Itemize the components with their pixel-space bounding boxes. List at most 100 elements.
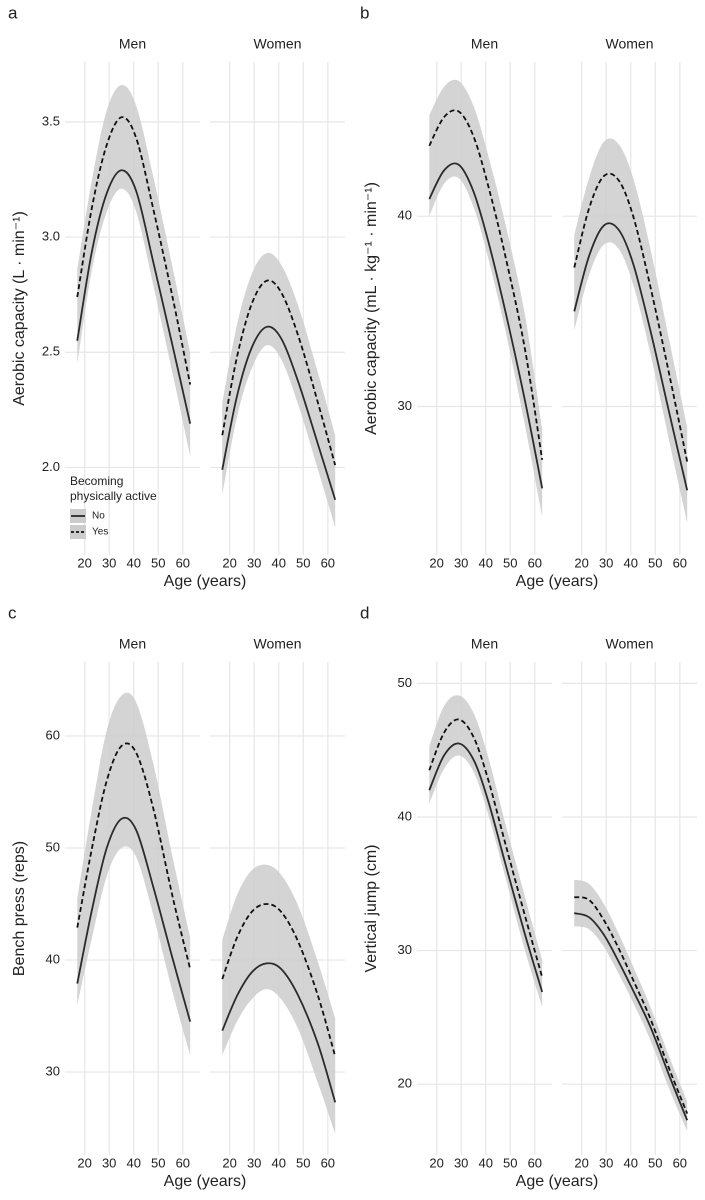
x-tick-label: 40 — [478, 1155, 492, 1170]
x-tick-label: 50 — [503, 555, 517, 570]
series-line — [428, 109, 544, 460]
y-tick-label: 3.0 — [42, 229, 60, 244]
x-tick-label: 40 — [478, 555, 492, 570]
x-tick-label: 50 — [151, 555, 165, 570]
x-tick-label: 20 — [77, 555, 91, 570]
panel-label: c — [8, 603, 17, 622]
x-tick-label: 60 — [321, 1155, 335, 1170]
x-axis-label: Age (years) — [164, 573, 247, 590]
series-line — [428, 162, 544, 489]
facet-title: Women — [606, 36, 654, 52]
y-axis-label: Aerobic capacity (mL · kg⁻¹ · min⁻¹) — [363, 182, 380, 435]
y-tick-label: 40 — [398, 808, 412, 823]
y-tick-label: 2.0 — [42, 459, 60, 474]
x-tick-label: 30 — [454, 555, 468, 570]
series-line — [428, 742, 544, 993]
series-line — [221, 279, 337, 466]
x-tick-label: 20 — [429, 1155, 443, 1170]
x-tick-label: 30 — [102, 1155, 116, 1170]
y-tick-label: 40 — [46, 951, 60, 966]
y-axis-label: Vertical jump (cm) — [363, 844, 380, 972]
series-line — [221, 962, 337, 1103]
x-tick-label: 40 — [623, 555, 637, 570]
series-line — [76, 742, 192, 970]
x-axis-label: Age (years) — [516, 1173, 599, 1190]
confidence-band — [429, 695, 543, 1007]
x-tick-label: 50 — [503, 1155, 517, 1170]
legend-title: physically active — [70, 489, 157, 503]
y-tick-label: 50 — [46, 839, 60, 854]
x-tick-label: 40 — [126, 1155, 140, 1170]
series-line — [76, 169, 192, 424]
x-tick-label: 50 — [648, 1155, 662, 1170]
y-tick-label: 30 — [398, 398, 412, 413]
x-tick-label: 60 — [528, 1155, 542, 1170]
x-tick-label: 60 — [673, 555, 687, 570]
facet-title: Women — [254, 636, 302, 652]
confidence-band — [222, 864, 336, 1134]
facet-title: Women — [606, 636, 654, 652]
y-tick-label: 30 — [46, 1064, 60, 1079]
y-tick-label: 3.5 — [42, 113, 60, 128]
x-tick-label: 40 — [623, 1155, 637, 1170]
x-tick-label: 60 — [176, 1155, 190, 1170]
series-line — [574, 896, 689, 1114]
confidence-band — [574, 138, 688, 523]
x-tick-label: 40 — [271, 555, 285, 570]
facet-title: Women — [254, 36, 302, 52]
confidence-band — [222, 252, 336, 528]
y-axis-label: Bench press (reps) — [11, 841, 28, 976]
y-tick-label: 20 — [398, 1076, 412, 1091]
x-tick-label: 30 — [599, 555, 613, 570]
y-axis-label: Aerobic capacity (L · min⁻¹) — [11, 211, 28, 406]
legend-label: No — [92, 511, 105, 522]
legend-title: Becoming — [70, 474, 123, 488]
x-tick-label: 30 — [454, 1155, 468, 1170]
x-tick-label: 60 — [321, 555, 335, 570]
x-tick-label: 20 — [574, 1155, 588, 1170]
x-tick-label: 30 — [247, 1155, 261, 1170]
series-line — [76, 816, 192, 1022]
series-line — [428, 718, 544, 978]
x-axis-label: Age (years) — [164, 1173, 247, 1190]
x-tick-label: 20 — [429, 555, 443, 570]
series-line — [76, 116, 192, 385]
x-tick-label: 20 — [574, 555, 588, 570]
facet-title: Men — [471, 636, 498, 652]
panel-label: d — [360, 603, 369, 622]
x-tick-label: 50 — [151, 1155, 165, 1170]
x-tick-label: 40 — [271, 1155, 285, 1170]
x-tick-label: 50 — [296, 555, 310, 570]
y-tick-label: 60 — [46, 727, 60, 742]
y-tick-label: 2.5 — [42, 344, 60, 359]
y-tick-label: 50 — [398, 675, 412, 690]
x-tick-label: 60 — [528, 555, 542, 570]
confidence-band — [77, 84, 191, 456]
x-axis-label: Age (years) — [516, 573, 599, 590]
series-line — [221, 325, 337, 500]
x-tick-label: 50 — [648, 555, 662, 570]
x-tick-label: 30 — [102, 555, 116, 570]
confidence-band — [574, 879, 688, 1131]
legend-label: Yes — [92, 527, 108, 538]
x-tick-label: 50 — [296, 1155, 310, 1170]
facet-title: Men — [119, 36, 146, 52]
series-line — [573, 222, 689, 491]
y-tick-label: 40 — [398, 208, 412, 223]
x-tick-label: 60 — [673, 1155, 687, 1170]
y-tick-label: 30 — [398, 942, 412, 957]
panel-label: b — [360, 3, 369, 22]
x-tick-label: 60 — [176, 555, 190, 570]
x-tick-label: 20 — [222, 1155, 236, 1170]
x-tick-label: 40 — [126, 555, 140, 570]
facet-title: Men — [471, 36, 498, 52]
facet-title: Men — [119, 636, 146, 652]
panel-label: a — [8, 3, 18, 22]
x-tick-label: 20 — [77, 1155, 91, 1170]
x-tick-label: 30 — [247, 555, 261, 570]
series-line — [574, 912, 689, 1121]
x-tick-label: 30 — [599, 1155, 613, 1170]
series-line — [573, 172, 689, 462]
x-tick-label: 20 — [222, 555, 236, 570]
